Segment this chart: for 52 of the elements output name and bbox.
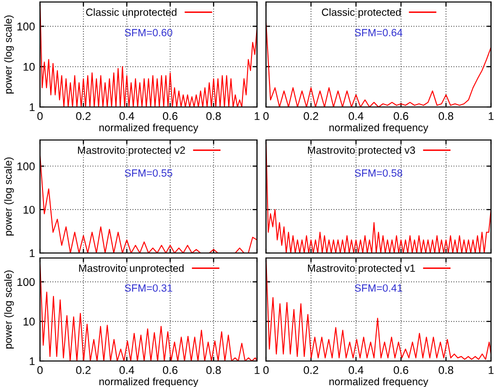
annotation: SFM=0.31	[124, 284, 172, 292]
x-axis-title: normalized frequency	[99, 124, 198, 134]
y-tick-label: 10	[24, 206, 35, 214]
x-tick-label: 0.2	[304, 112, 318, 120]
x-tick-label: 0.8	[438, 366, 454, 374]
x-tick-label: 1	[488, 112, 494, 120]
x-axis-title: normalized frequency	[329, 124, 428, 134]
x-tick-label: 0.2	[76, 112, 91, 120]
y-tick-label: 10	[24, 318, 35, 326]
x-axis-title: normalized frequency	[99, 378, 198, 387]
x-tick-label: 0.8	[438, 112, 454, 120]
y-tick-label: 100	[17, 162, 35, 170]
y-tick-label: 10	[24, 62, 35, 71]
x-tick-label: 0	[263, 366, 269, 374]
legend-label: Mastrovito protected v1	[308, 264, 415, 274]
annotation: SFM=0.58	[354, 169, 402, 177]
x-tick-label: 0	[37, 366, 43, 374]
annotation: SFM=0.64	[354, 28, 402, 36]
x-tick-label: 0	[263, 112, 269, 120]
x-tick-label: 0.4	[120, 112, 134, 120]
annotation: SFM=0.41	[354, 284, 402, 292]
x-tick-label: 0.2	[76, 366, 91, 374]
annotation: SFM=0.55	[124, 169, 172, 177]
x-tick-label: 0.8	[206, 112, 221, 120]
x-tick-label: 0.6	[394, 112, 408, 120]
x-tick-label: 0.8	[206, 366, 221, 374]
y-tick-label: 1	[30, 249, 35, 258]
x-axis-title: normalized frequency	[329, 378, 428, 387]
y-axis-title: power (log scale)	[4, 157, 14, 236]
x-tick-label: 1	[254, 112, 260, 120]
x-tick-label: 0.4	[120, 366, 134, 374]
legend-label: Mastrovito protected v3	[308, 146, 415, 156]
x-tick-label: 0.6	[394, 366, 408, 374]
x-tick-label: 1	[254, 366, 260, 374]
y-axis-title: power (log scale)	[4, 270, 14, 348]
y-tick-label: 100	[17, 278, 35, 286]
y-tick-label: 1	[30, 103, 35, 112]
x-tick-label: 0.4	[348, 366, 364, 374]
y-tick-label: 100	[17, 22, 35, 30]
x-tick-label: 0.6	[162, 112, 178, 120]
legend-label: Mastrovito protected v2	[78, 146, 185, 156]
annotation: SFM=0.60	[124, 28, 172, 36]
legend-label: Classic protected	[322, 8, 401, 18]
y-tick-label: 1	[30, 357, 35, 366]
x-tick-label: 0	[37, 112, 43, 120]
x-tick-label: 0.2	[304, 366, 318, 374]
x-tick-label: 0.4	[348, 112, 364, 120]
x-tick-label: 0.6	[162, 366, 178, 374]
y-axis-title: power (log scale)	[4, 15, 14, 94]
legend-label: Mastrovito unprotected	[79, 264, 184, 274]
x-tick-label: 1	[488, 366, 494, 374]
legend-label: Classic unprotected	[86, 8, 176, 18]
